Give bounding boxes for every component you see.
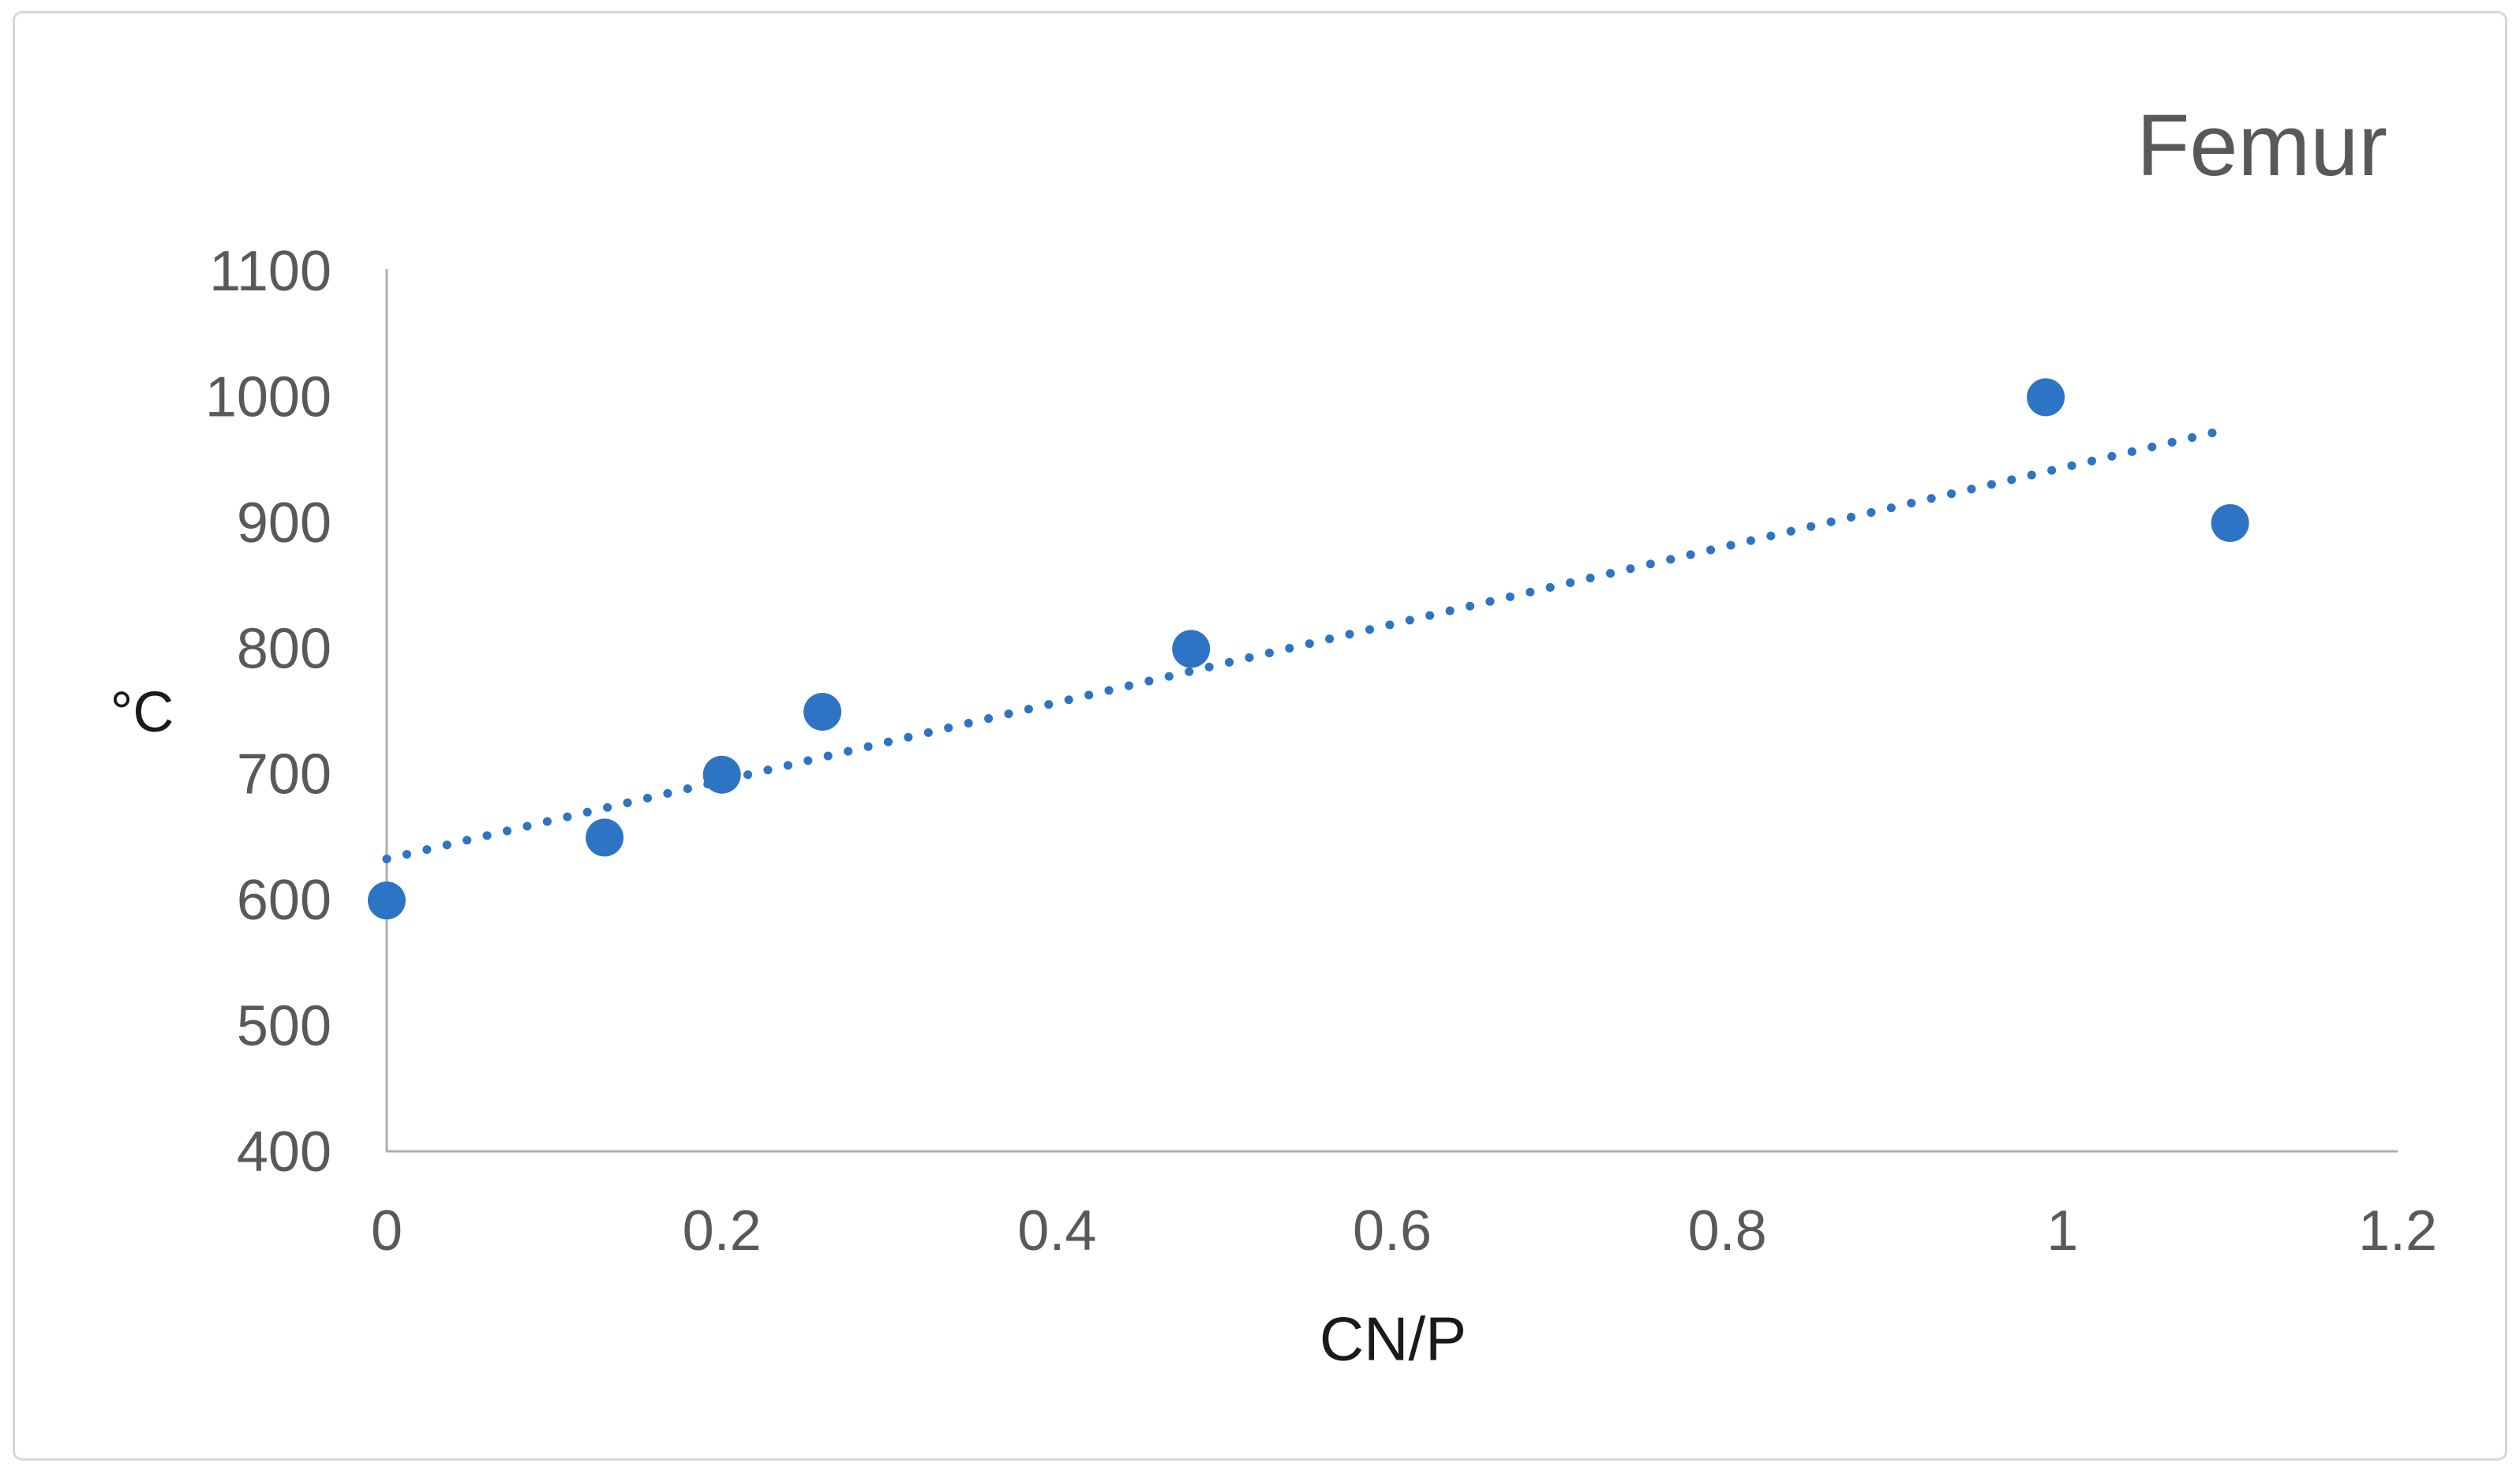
data-point (368, 881, 406, 920)
trendline (382, 424, 2235, 864)
y-tick-label: 700 (237, 743, 331, 806)
y-tick-label: 900 (237, 492, 331, 555)
data-point (1172, 630, 1211, 668)
y-tick-label: 800 (237, 617, 331, 680)
x-axis-title: CN/P (1319, 1304, 1467, 1374)
x-tick-label: 1.2 (2358, 1199, 2437, 1263)
y-tick-label: 600 (237, 869, 331, 932)
x-tick-label: 0.4 (1017, 1199, 1096, 1263)
y-tick-label: 400 (237, 1121, 331, 1184)
x-tick-label: 0 (371, 1199, 403, 1263)
data-point (2211, 503, 2249, 542)
chart-title: Femur (2136, 97, 2387, 194)
y-tick-label: 1100 (209, 240, 331, 303)
x-tick-label: 0.8 (1688, 1199, 1767, 1263)
x-tick-label: 0.6 (1353, 1199, 1432, 1263)
chart-border (13, 11, 2507, 1461)
data-point (803, 693, 842, 731)
y-tick-label: 1000 (205, 365, 331, 428)
y-axis-title: °C (110, 681, 174, 744)
y-tick-label: 500 (237, 995, 331, 1058)
x-tick-label: 0.2 (683, 1199, 762, 1263)
data-point (2027, 378, 2065, 417)
data-point (702, 755, 741, 794)
data-point (586, 818, 624, 857)
x-tick-label: 1 (2046, 1199, 2078, 1263)
